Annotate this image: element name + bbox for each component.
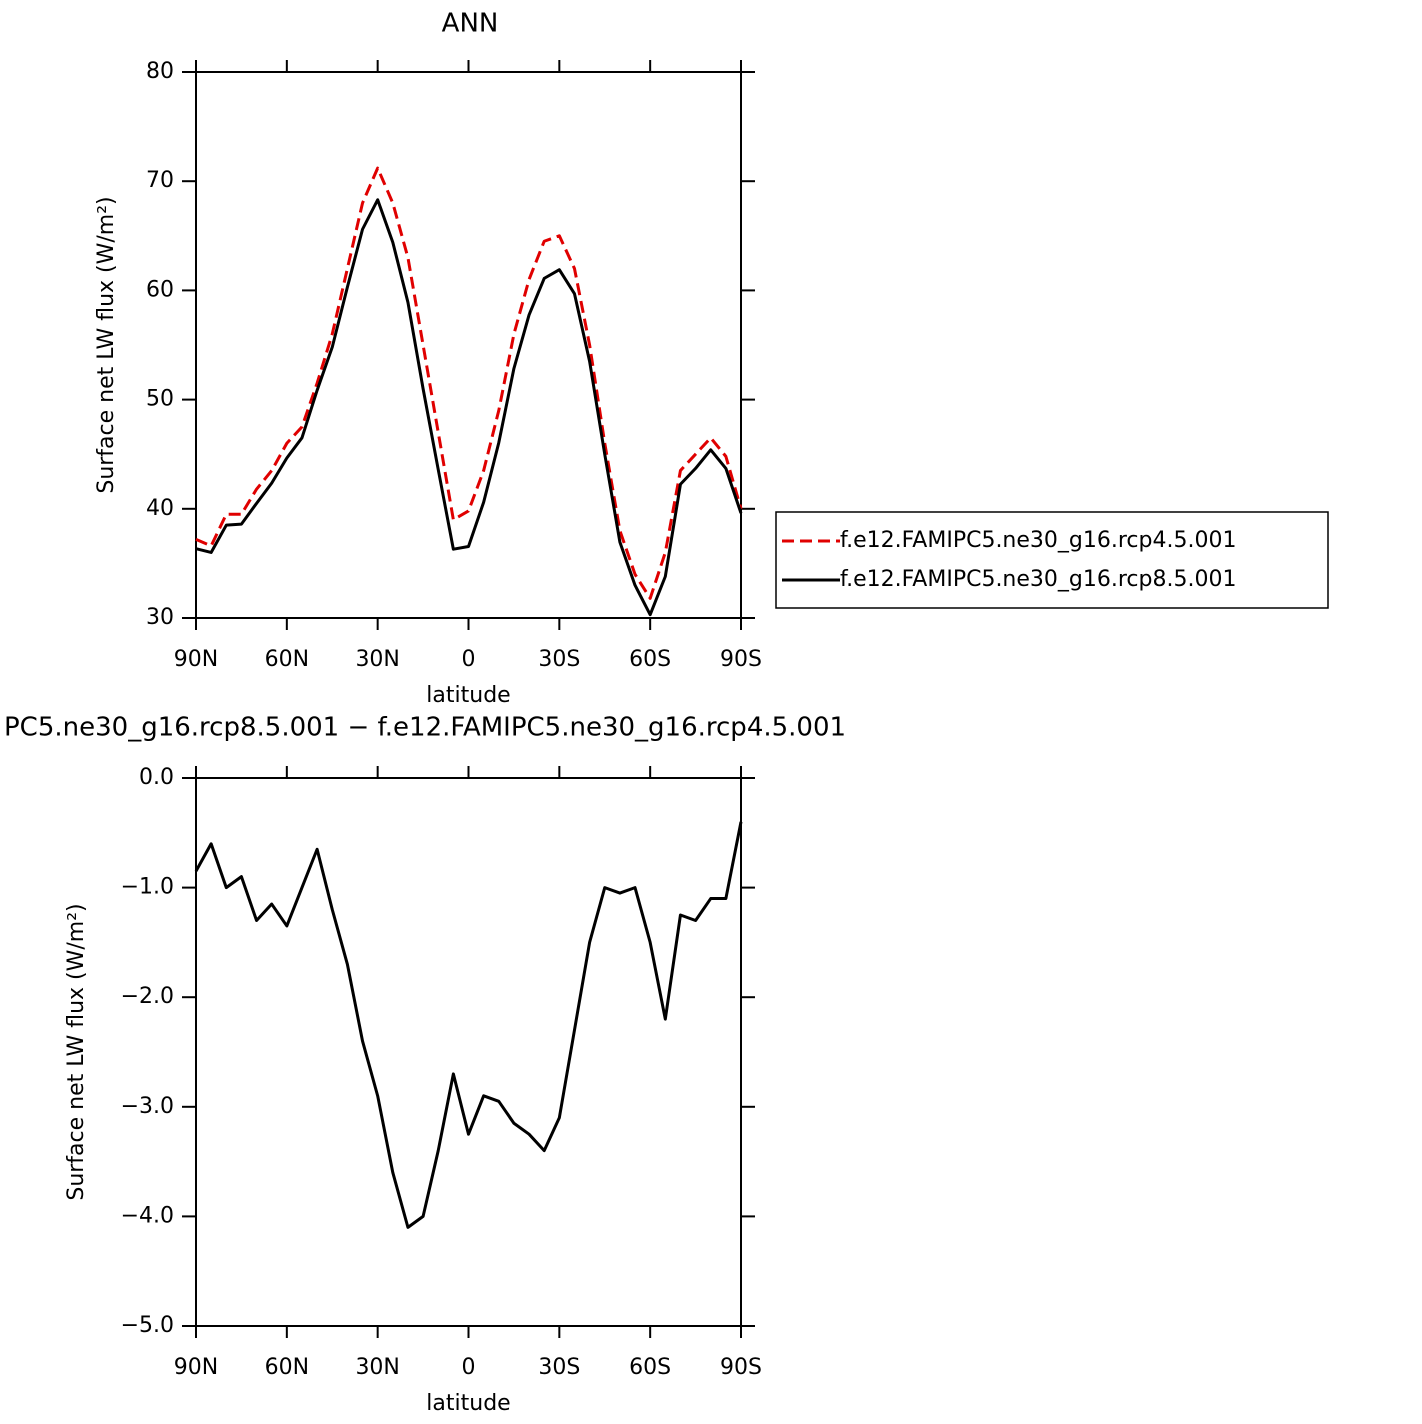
legend-label: f.e12.FAMIPC5.ne30_g16.rcp8.5.001 [840,567,1236,592]
x-axis-label: latitude [426,1391,510,1416]
y-tick-label: 80 [146,59,174,84]
x-tick-label: 0 [462,1355,476,1380]
data-line [195,198,743,617]
y-tick-label: −4.0 [121,1203,174,1228]
y-axis-label: Surface net LW flux (W/m²) [94,196,119,493]
x-tick-label: 0 [462,647,476,672]
data-line [195,166,743,600]
plot-frame [195,777,742,1327]
data-line [194,821,743,1229]
chart-title: ANN [442,9,499,39]
x-tick-label: 60N [265,1355,309,1380]
y-tick-label: 30 [146,605,174,630]
y-tick-label: −5.0 [121,1313,174,1338]
x-tick-label: 30S [538,1355,580,1380]
x-tick-label: 60S [629,647,671,672]
y-tick-label: 50 [146,387,174,412]
x-axis-label: latitude [426,683,510,708]
y-axis-label: Surface net LW flux (W/m²) [64,903,89,1200]
x-tick-label: 30N [355,647,399,672]
y-tick-label: 60 [146,277,174,302]
x-tick-label: 30N [355,1355,399,1380]
x-tick-label: 60S [629,1355,671,1380]
y-tick-label: −1.0 [121,875,174,900]
plot-frame [195,71,742,619]
x-tick-label: 90S [720,647,762,672]
y-tick-label: 70 [146,168,174,193]
y-tick-label: −3.0 [121,1094,174,1119]
y-tick-label: 0.0 [139,765,174,790]
x-tick-label: 30S [538,647,580,672]
x-tick-label: 90N [174,1355,218,1380]
x-tick-label: 90N [174,647,218,672]
x-tick-label: 90S [720,1355,762,1380]
x-tick-label: 60N [265,647,309,672]
legend-label: f.e12.FAMIPC5.ne30_g16.rcp4.5.001 [840,528,1236,553]
legend-box [775,511,1329,609]
y-tick-label: −2.0 [121,984,174,1009]
y-tick-label: 40 [146,496,174,521]
chart-title: PC5.ne30_g16.rcp8.5.001 − f.e12.FAMIPC5.… [4,713,846,743]
